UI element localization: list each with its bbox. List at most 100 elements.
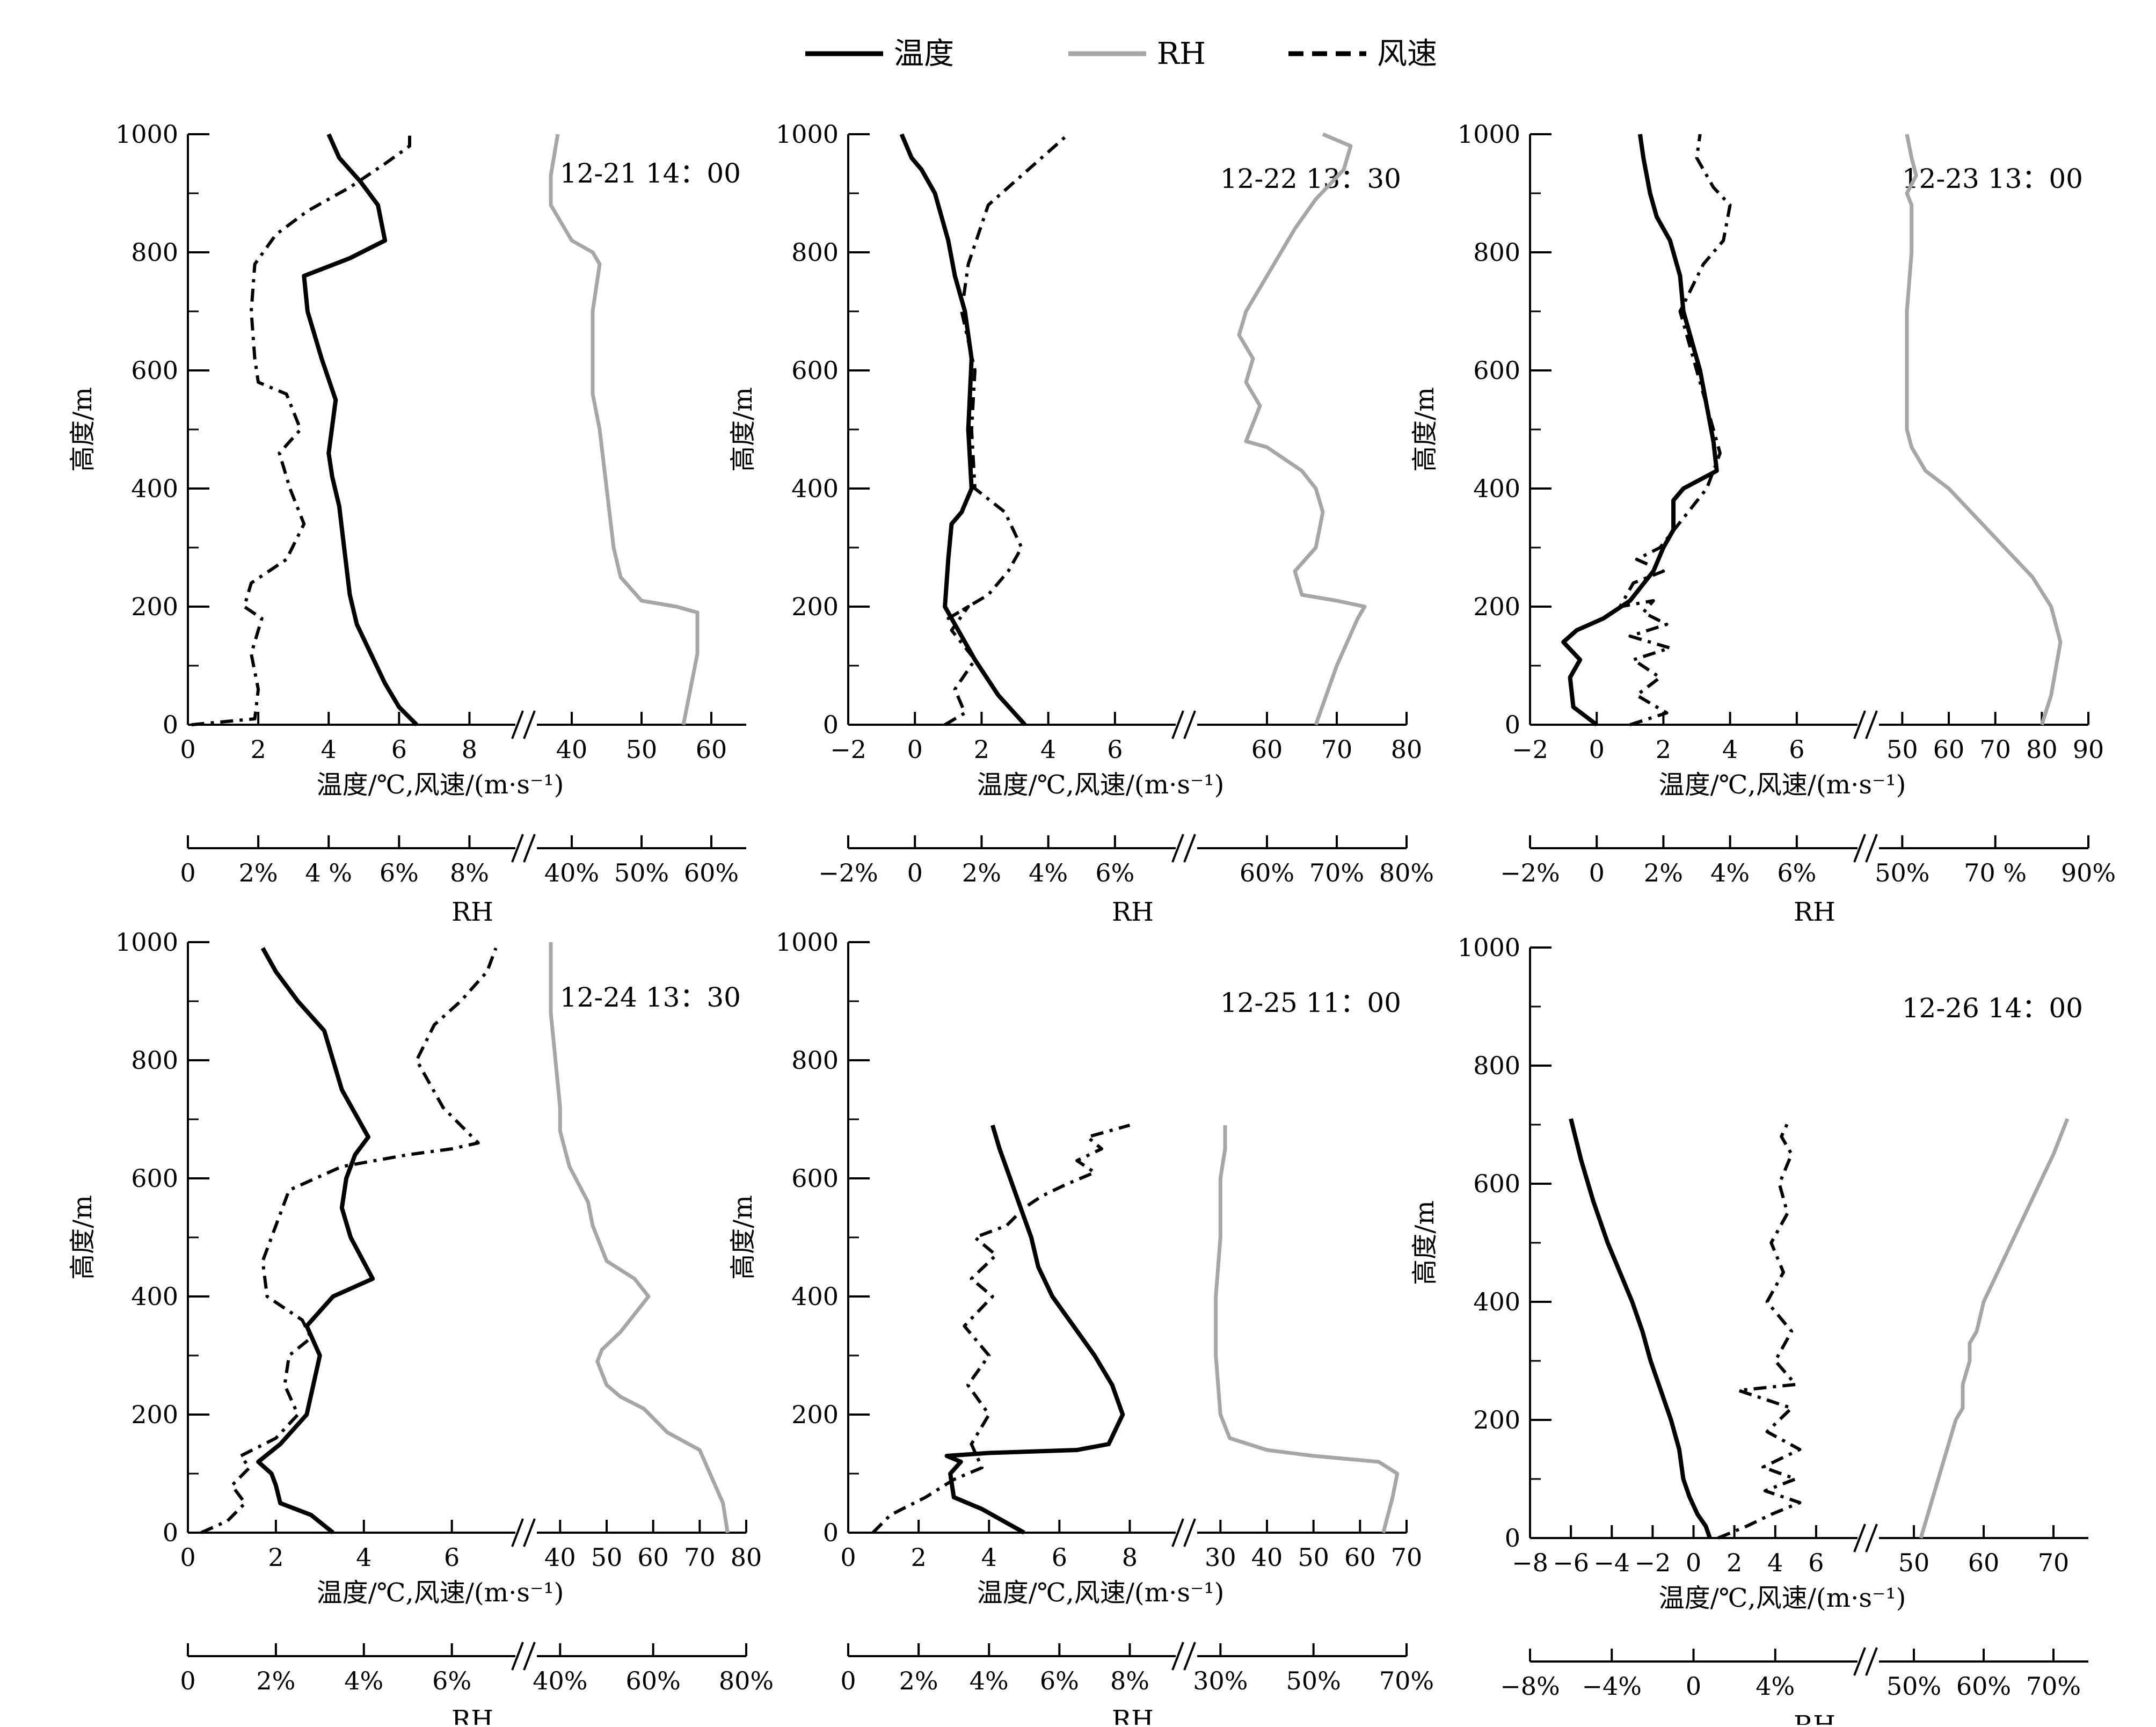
series-line-rh [549,134,700,725]
y-tick-label: 800 [131,1046,178,1075]
y-tick-label: 800 [791,238,839,267]
y-tick-label: 200 [131,592,178,621]
y-tick-label: 0 [1505,1524,1520,1553]
x-tick-label: 50 [626,735,658,764]
series-line-wind [871,1124,1131,1534]
x-axis-label: 温度/℃,风速/(m·s⁻¹) [1659,770,1906,800]
rh-tick-label: 60% [684,858,739,887]
panel-date-label: 12-21 14：00 [560,158,741,189]
x-tick-label: 2 [974,735,989,764]
y-tick-label: 600 [131,1164,178,1193]
x-axis-break [1183,1518,1196,1547]
x-axis-break [1171,710,1184,739]
x-axis-label: 温度/℃,风速/(m·s⁻¹) [1659,1583,1906,1613]
x-axis-label: 温度/℃,风速/(m·s⁻¹) [977,1578,1225,1608]
rh-tick-label: 50% [1875,858,1929,887]
x-tick-label: 60 [1344,1543,1376,1572]
series-line-rh [1214,1125,1400,1533]
rh-axis-break [1853,1647,1866,1676]
x-tick-label: 0 [840,1543,856,1572]
x-tick-label: −8 [1512,1548,1548,1577]
y-tick-label: 0 [823,1518,839,1547]
rh-axis-break [1171,1642,1184,1671]
x-axis-break [1183,710,1196,739]
x-tick-label: −2 [830,735,866,764]
rh-tick-label: 80% [719,1666,774,1695]
rh-tick-label: −2% [818,858,878,887]
x-axis-label: 温度/℃,风速/(m·s⁻¹) [317,770,564,800]
series-line-temperature [302,133,418,726]
x-axis-break [1853,1524,1866,1553]
x-tick-label: 4 [321,735,337,764]
rh-tick-label: 40% [544,858,599,887]
x-tick-label: 6 [1052,1543,1067,1572]
x-tick-label: 50 [591,1543,623,1572]
rh-tick-label: 4% [344,1666,383,1695]
x-tick-label: 6 [1808,1548,1824,1577]
x-axis-label: 温度/℃,风速/(m·s⁻¹) [977,770,1225,800]
rh-tick-label: 4% [1029,858,1068,887]
series-line-temperature [1561,134,1719,727]
x-tick-label: 0 [180,1543,195,1572]
rh-tick-label: 4% [970,1666,1009,1695]
legend: 温度 RH 风速 [805,37,1437,71]
rh-tick-label: 40% [533,1666,587,1695]
x-tick-label: −6 [1553,1548,1589,1577]
x-tick-label: 0 [180,735,195,764]
x-tick-label: 4 [356,1543,372,1572]
panel-date-label: 12-26 14：00 [1902,993,2083,1024]
y-tick-label: 600 [1473,356,1520,385]
x-tick-label: 50 [1898,1548,1930,1577]
rh-axis-break [1853,834,1866,863]
rh-tick-label: 50% [614,858,669,887]
x-tick-label: 6 [444,1543,460,1572]
rh-tick-label: 2% [962,858,1001,887]
series-line-wind [1618,134,1732,726]
x-tick-label: 90 [2073,735,2104,764]
x-tick-label: 60 [696,735,727,764]
x-axis-break [511,710,524,739]
x-tick-label: −4 [1593,1548,1630,1577]
x-tick-label: 40 [1251,1543,1283,1572]
series-line-rh [1919,1118,2070,1539]
y-tick-label: 800 [131,238,178,267]
x-tick-label: 80 [2026,735,2058,764]
y-tick-label: 0 [163,710,178,739]
x-tick-label: 50 [1298,1543,1329,1572]
y-axis-label: 高度/m [1410,1200,1440,1285]
rh-axis-break [1183,834,1196,863]
rh-tick-label: 6% [432,1666,471,1695]
x-tick-label: 70 [684,1543,716,1572]
x-tick-label: 8 [1122,1543,1138,1572]
x-tick-label: 40 [544,1543,576,1572]
rh-tick-label: 60% [1956,1672,2011,1701]
x-tick-label: −2 [1512,735,1548,764]
series-line-temperature [256,947,375,1535]
x-tick-label: 2 [1727,1548,1742,1577]
y-axis-label: 高度/m [68,387,98,472]
rh-tick-label: 6% [1040,1666,1079,1695]
x-tick-label: 70 [2038,1548,2070,1577]
rh-tick-label: 70% [1379,1666,1434,1695]
y-axis-label: 高度/m [728,387,758,472]
rh-tick-label: 2% [1644,858,1683,887]
x-tick-label: 80 [1391,735,1423,764]
y-tick-label: 600 [791,356,839,385]
x-tick-label: −2 [1634,1548,1671,1577]
x-tick-label: 2 [268,1543,283,1572]
rh-tick-label: 4 % [305,858,352,887]
x-tick-label: 60 [637,1543,669,1572]
series-line-rh [549,942,730,1533]
y-tick-label: 400 [791,474,839,503]
y-tick-label: 200 [1473,592,1520,621]
x-tick-label: 2 [1656,735,1671,764]
x-tick-label: 50 [1886,735,1918,764]
series-line-wind [1717,1118,1802,1540]
chart-panel-1: 0 200 400 600 800 1000 高度/m 0 2 4 6 8 40 50 60 温度/℃,风速/… [68,120,746,927]
y-tick-label: 800 [1473,238,1520,267]
series-line-wind [944,133,1069,726]
rh-tick-label: 0 [180,858,195,887]
